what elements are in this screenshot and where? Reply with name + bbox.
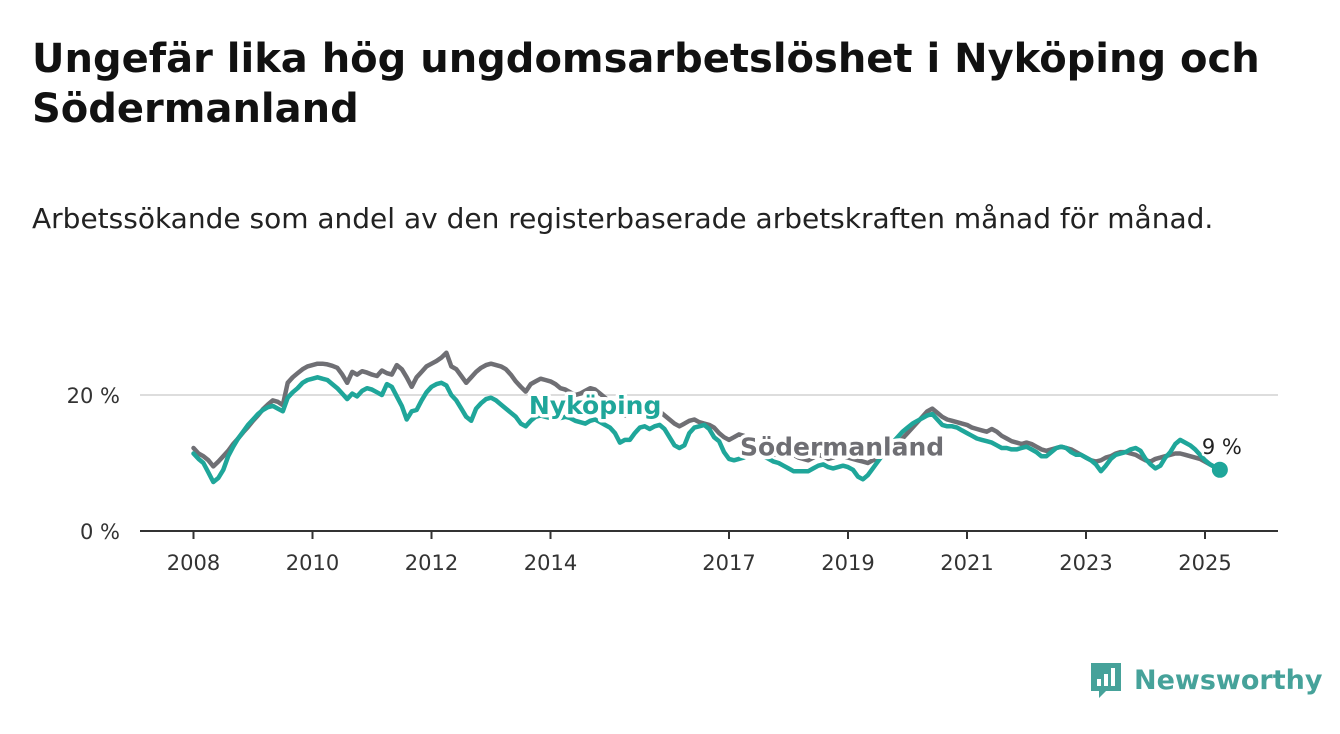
end-point-marker bbox=[1211, 461, 1228, 478]
label-layer: SödermanlandSödermanlandNyköpingNyköping… bbox=[525, 388, 1244, 478]
x-tick-label: 2010 bbox=[286, 551, 339, 575]
brand-name: Newsworthy bbox=[1134, 664, 1323, 696]
series-label-halo: Nyköping bbox=[529, 391, 662, 420]
x-tick-label: 2021 bbox=[940, 551, 993, 575]
y-tick-label: 0 % bbox=[80, 520, 120, 544]
y-tick-label: 20 % bbox=[67, 384, 120, 408]
x-tick-label: 2019 bbox=[821, 551, 874, 575]
x-tick-label: 2017 bbox=[702, 551, 755, 575]
series-label: Södermanland bbox=[740, 433, 944, 462]
x-tick-label: 2014 bbox=[524, 551, 577, 575]
bar-chart-icon bbox=[1091, 663, 1121, 698]
grid-layer: 0 % 20 % 2008 2010 2012 2014 2017 2019 2021 2023 2… bbox=[67, 384, 1278, 575]
x-tick-label: 2023 bbox=[1059, 551, 1112, 575]
series-line bbox=[191, 350, 1223, 473]
series-label: Nyköping bbox=[529, 391, 662, 420]
end-value-label: 9 % bbox=[1202, 435, 1242, 459]
x-tick-label: 2025 bbox=[1178, 551, 1231, 575]
x-tick-label: 2012 bbox=[405, 551, 458, 575]
page-subtitle: Arbetssökande som andel av den registerb… bbox=[32, 202, 1214, 235]
line-chart: 0 % 20 % 2008 2010 2012 2014 2017 2019 2021 2023 2… bbox=[67, 350, 1278, 575]
series-label-halo: Södermanland bbox=[740, 433, 944, 462]
end-value-label-halo: 9 % bbox=[1202, 435, 1242, 459]
page-title: Ungefär lika hög ungdomsarbetslöshet i N… bbox=[32, 36, 1260, 132]
line-layer bbox=[191, 350, 1223, 485]
brand-logo: Newsworthy bbox=[1088, 660, 1322, 700]
x-tick-label: 2008 bbox=[167, 551, 220, 575]
series-line bbox=[191, 375, 1223, 485]
